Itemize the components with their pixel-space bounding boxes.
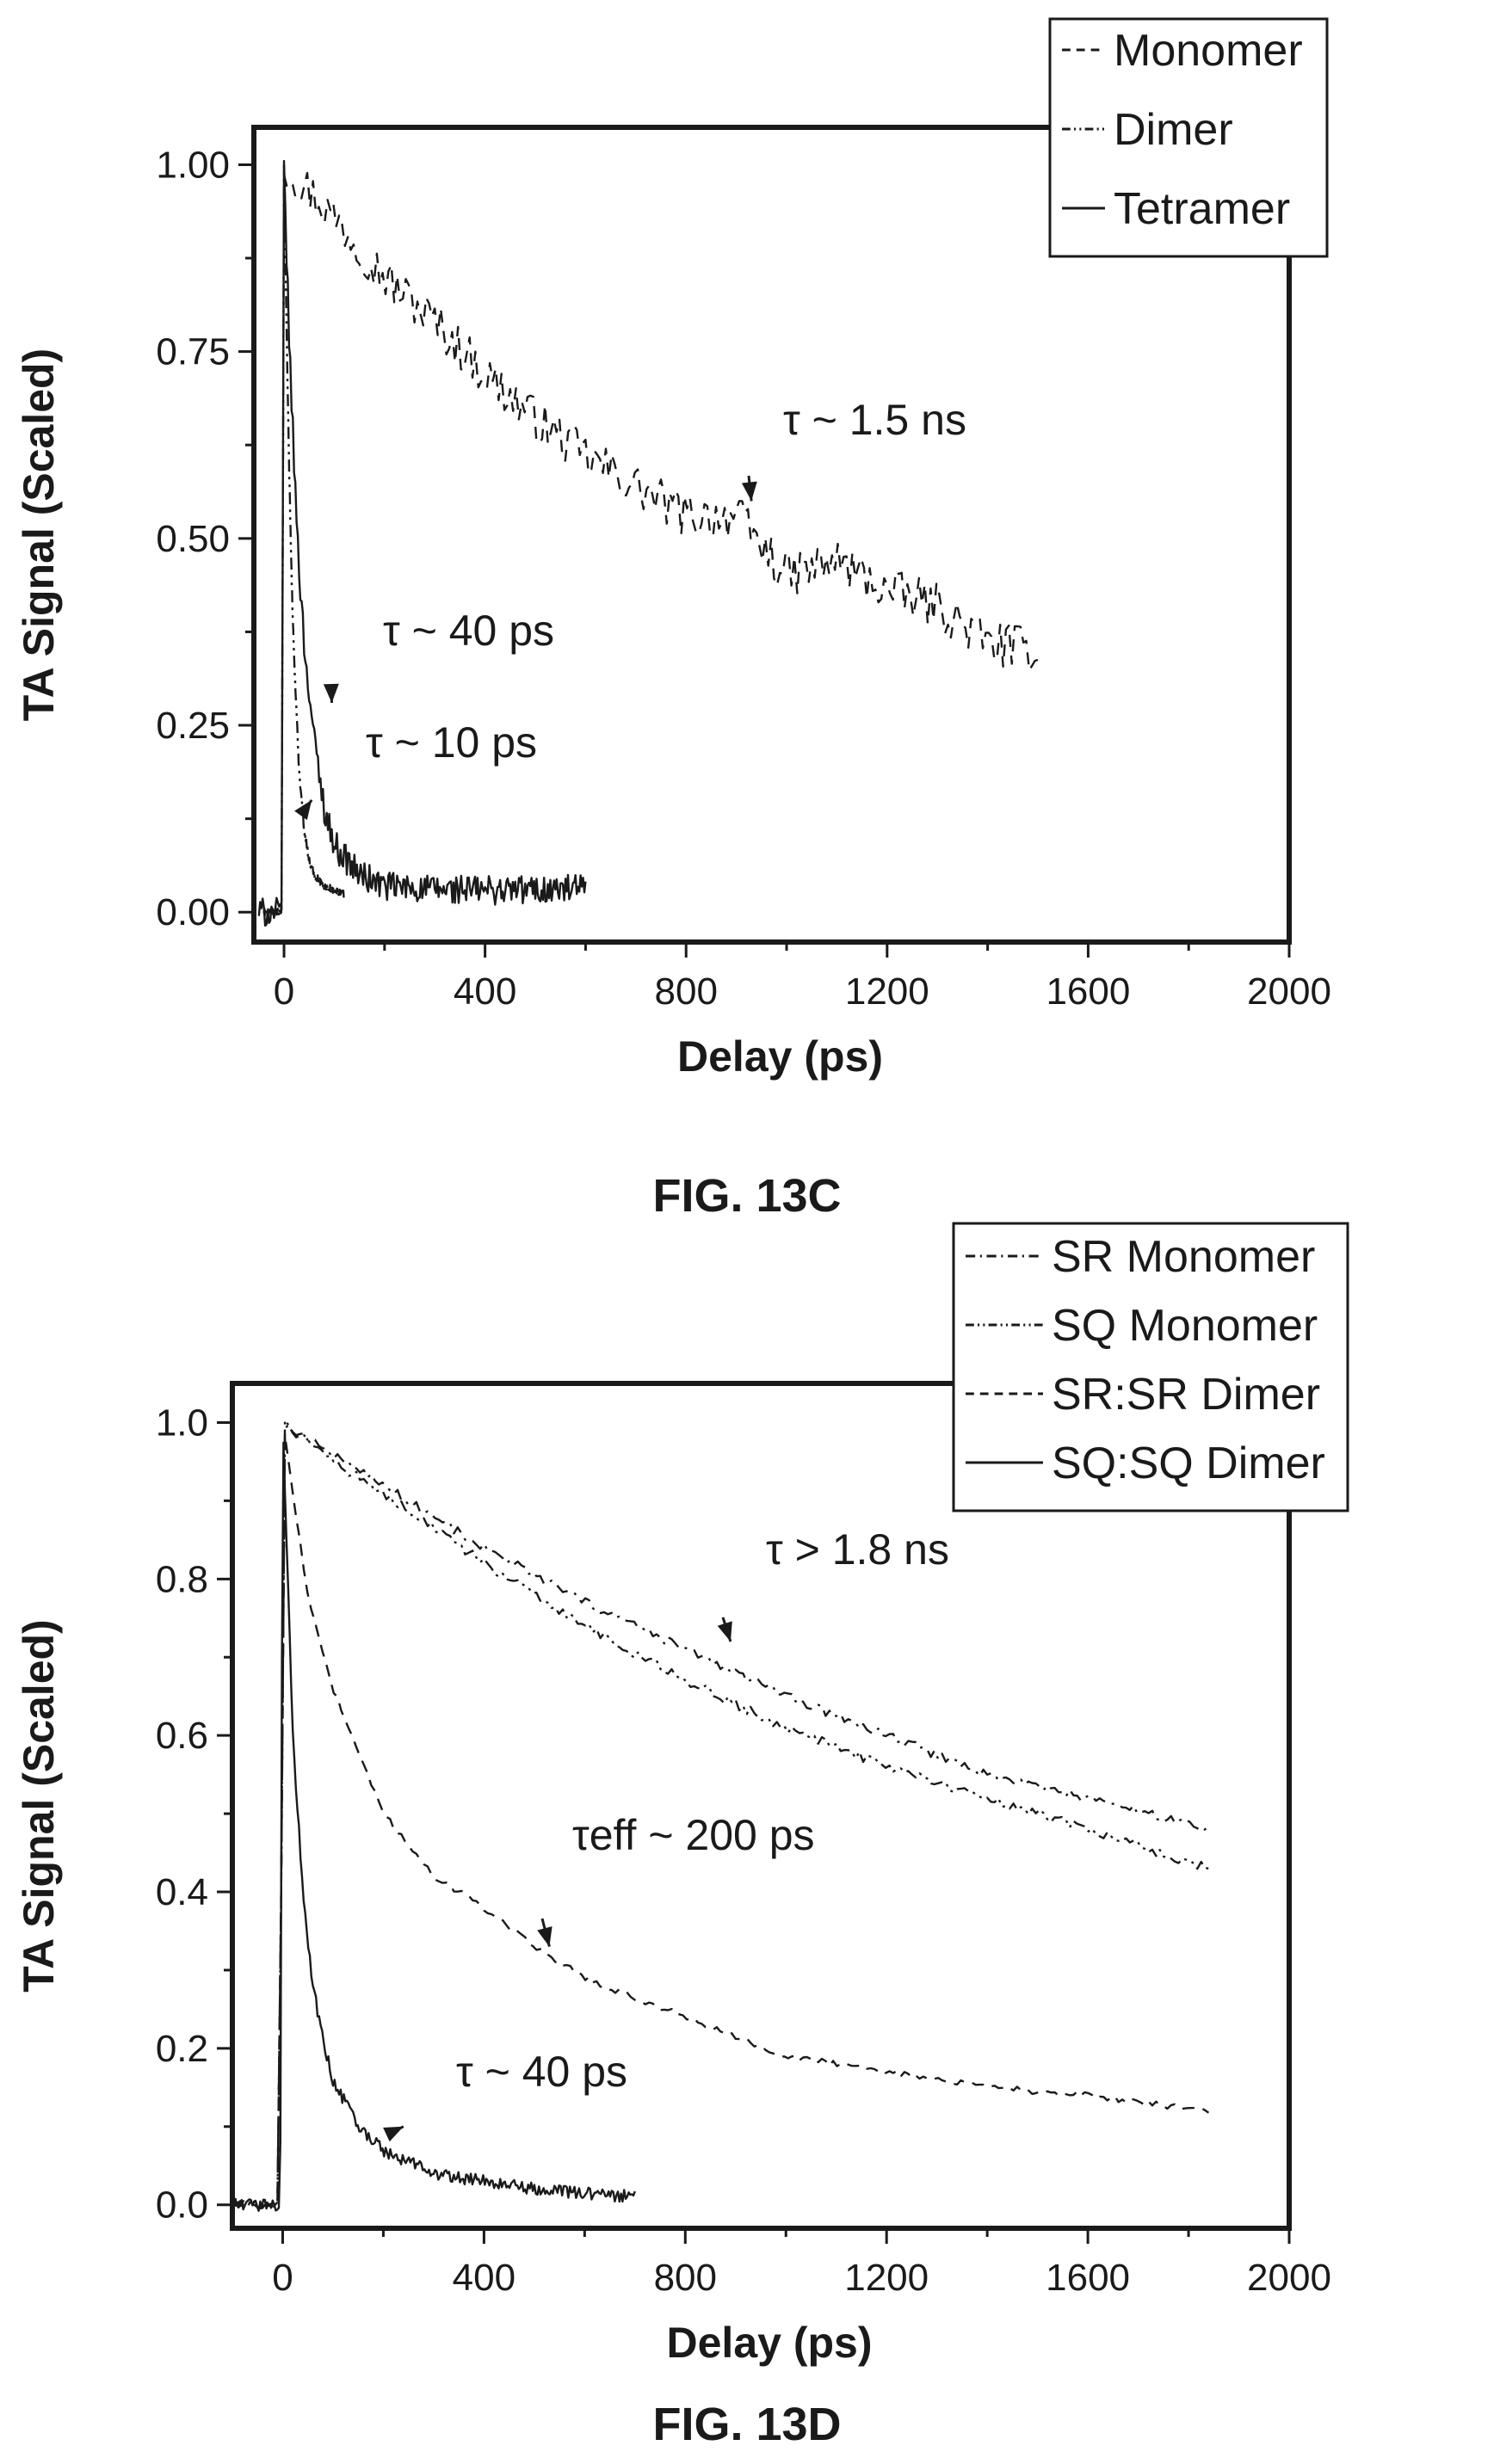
series-line-2 — [262, 164, 346, 917]
y-tick-label: 1.0 — [156, 1401, 208, 1444]
plot-frame — [251, 125, 1292, 945]
y-tick-label: 0.2 — [156, 2028, 208, 2070]
legend-label: SQ:SQ Dimer — [1052, 1438, 1325, 1488]
x-tick-label: 800 — [654, 2257, 717, 2299]
x-tick-label: 1600 — [1046, 2257, 1130, 2299]
x-tick-label: 2000 — [1247, 970, 1331, 1013]
legend-label: SQ Monomer — [1052, 1301, 1318, 1351]
series-group — [257, 159, 1039, 927]
y-tick-label: 0.0 — [156, 2184, 208, 2227]
figure-caption: FIG. 13D — [652, 2399, 841, 2450]
x-tick-label: 1600 — [1046, 970, 1130, 1013]
arrowhead — [537, 1926, 553, 1947]
legend-label: Monomer — [1114, 26, 1303, 76]
x-tick-label: 400 — [453, 2257, 515, 2299]
series-line-4 — [232, 1441, 636, 2212]
x-tick-label: 0 — [274, 970, 294, 1013]
annotation: τ ~ 10 ps — [294, 718, 537, 821]
legend-label: SR:SR Dimer — [1052, 1370, 1320, 1420]
x-axis-title: Delay (ps) — [677, 1032, 883, 1081]
annotation-label: τ ~ 10 ps — [366, 718, 537, 767]
x-tick-label: 400 — [454, 970, 516, 1013]
legend: Monomer Dimer Tetramer — [1048, 17, 1329, 258]
x-axis-title: Delay (ps) — [667, 2319, 873, 2367]
arrowhead — [383, 2126, 404, 2142]
x-tick-label: 800 — [655, 970, 718, 1013]
y-axis-title: TA Signal (Scaled) — [15, 1619, 63, 1992]
y-tick-label: 0.50 — [156, 518, 230, 560]
panel-13c: 0 400 800 1200 1600 2000 0.00 0.25 0.50 0.75 1.00 D… — [15, 17, 1331, 1222]
legend-label: SR Monomer — [1052, 1232, 1315, 1282]
annotation-label: τ ~ 40 ps — [383, 607, 554, 655]
arrowhead — [717, 1621, 732, 1642]
series-line-3 — [232, 1434, 1210, 2208]
legend-label: Dimer — [1114, 105, 1233, 155]
y-tick-label: 0.00 — [156, 891, 230, 933]
annotation: τ > 1.8 ns — [717, 1525, 949, 1642]
x-tick-label: 2000 — [1247, 2257, 1331, 2299]
panel-13d: 0 400 800 1200 1600 2000 0.0 0.2 0.4 0.6 0.8 1.0 Del… — [15, 1222, 1349, 2450]
plot-frame — [230, 1381, 1292, 2231]
legend-label: Tetramer — [1114, 184, 1290, 234]
y-tick-label: 0.4 — [156, 1871, 208, 1913]
annotation-label: τ > 1.8 ns — [766, 1525, 949, 1574]
annotation: τ ~ 40 ps — [383, 2048, 627, 2142]
legend-box — [1048, 17, 1329, 258]
series-line-1 — [282, 171, 1039, 672]
annotation: τ ~ 1.5 ns — [741, 396, 966, 502]
y-tick-label: 0.6 — [156, 1715, 208, 1757]
annotation-label: τ ~ 1.5 ns — [783, 396, 966, 444]
annotation-label: τeff ~ 200 ps — [572, 1811, 815, 1859]
series-group — [232, 1419, 1210, 2212]
series-line-2 — [232, 1419, 1209, 2210]
legend: SR Monomer SQ Monomer SR:SR Dimer SQ:SQ Dim… — [952, 1222, 1349, 1512]
y-tick-label: 0.25 — [156, 705, 230, 747]
y-axis-title: TA Signal (Scaled) — [15, 348, 63, 721]
arrowhead — [741, 481, 757, 502]
y-tick-label: 0.8 — [156, 1558, 208, 1600]
x-tick-label: 0 — [272, 2257, 293, 2299]
annotation-label: τ ~ 40 ps — [456, 2048, 627, 2096]
x-tick-label: 1200 — [845, 970, 929, 1013]
annotation: τeff ~ 200 ps — [537, 1811, 815, 1948]
annotation: τ ~ 40 ps — [323, 607, 554, 704]
y-tick-label: 1.00 — [156, 144, 230, 186]
series-line-3 — [257, 159, 587, 927]
arrowhead — [323, 683, 339, 703]
series-line-1 — [232, 1424, 1210, 2210]
arrowhead — [294, 799, 312, 821]
figure-caption: FIG. 13C — [652, 1170, 841, 1222]
y-tick-label: 0.75 — [156, 331, 230, 373]
x-tick-label: 1200 — [844, 2257, 929, 2299]
